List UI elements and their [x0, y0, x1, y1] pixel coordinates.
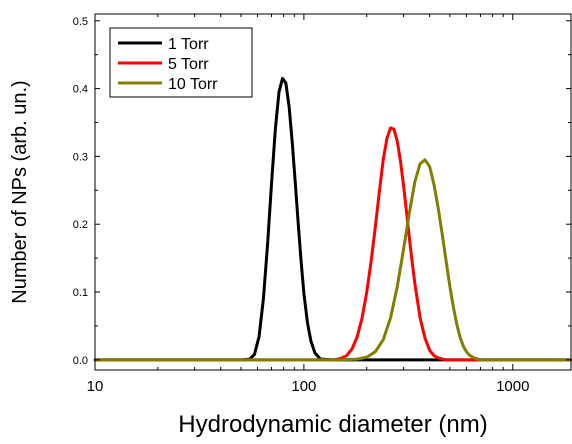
- series-line: [93, 126, 572, 362]
- legend-label: 5 Torr: [168, 56, 209, 73]
- y-tick-label: 0.5: [73, 16, 88, 28]
- series-line: [93, 76, 572, 362]
- x-tick-label: 100: [291, 378, 316, 395]
- x-axis-title: Hydrodynamic diameter (nm): [178, 411, 487, 438]
- y-tick-label: 0.1: [73, 287, 88, 299]
- x-tick-label: 10: [87, 378, 104, 395]
- y-tick-label: 0.0: [73, 355, 88, 367]
- plot-marks: [93, 76, 572, 362]
- y-axis-title: Number of NPs (arb. un.): [9, 80, 31, 303]
- y-tick-label: 0.4: [73, 84, 88, 96]
- y-tick-label: 0.3: [73, 151, 88, 163]
- legend: 1 Torr 5 Torr 10 Torr: [109, 27, 253, 98]
- plot-frame: [94, 13, 572, 371]
- x-tick-label: 1000: [496, 378, 529, 395]
- axes: 0.0 0.1 0.2 0.3 0.4 0.5 10 100 1000: [73, 14, 571, 395]
- series-line: [93, 158, 572, 362]
- y-tick-label: 0.2: [73, 219, 88, 231]
- legend-label: 10 Torr: [168, 76, 218, 93]
- legend-label: 1 Torr: [168, 36, 209, 53]
